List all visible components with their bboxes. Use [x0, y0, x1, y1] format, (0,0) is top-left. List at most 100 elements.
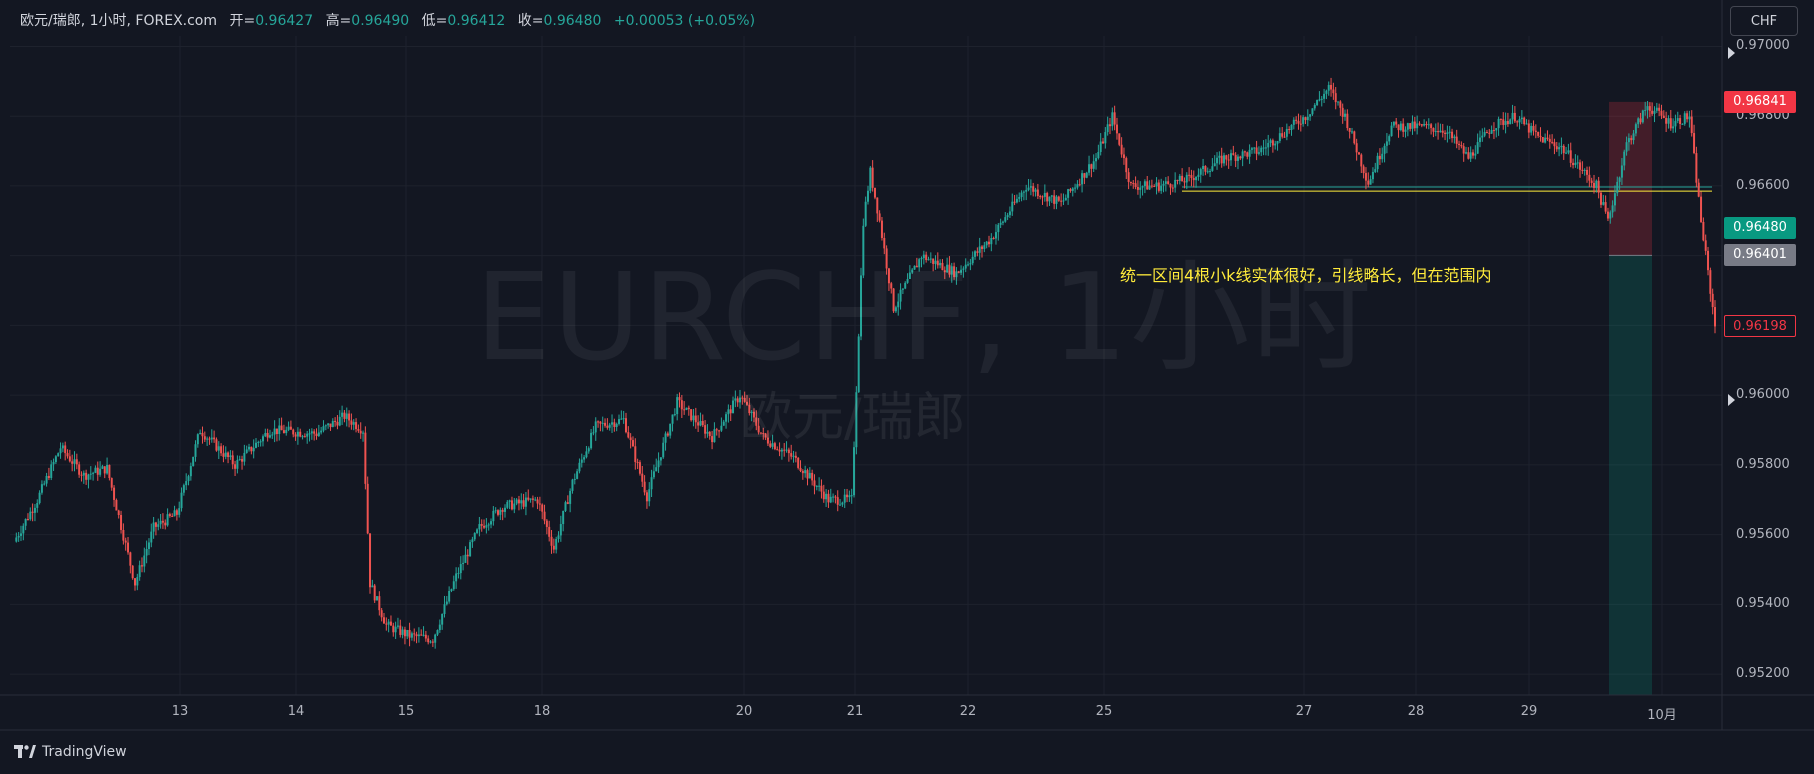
candle-body: [836, 497, 839, 505]
candle-body: [1355, 143, 1358, 153]
candle-body: [1171, 187, 1174, 189]
candle-body: [1218, 155, 1221, 158]
candle-body: [1672, 126, 1675, 129]
candle-body: [1490, 130, 1493, 134]
candle-body: [1029, 186, 1032, 188]
candle-body: [1174, 179, 1177, 188]
candle-body: [94, 467, 97, 473]
y-tick-label: 0.97000: [1736, 38, 1790, 54]
candle-body: [1227, 159, 1230, 161]
candle-body: [843, 494, 846, 503]
low-label: 低=: [421, 13, 448, 29]
candle-body: [799, 467, 802, 471]
candle-body: [697, 422, 700, 426]
candle-body: [224, 452, 227, 457]
candle-body: [1306, 116, 1309, 121]
candle-body: [636, 462, 639, 464]
candle-body: [566, 502, 569, 504]
candle-body: [1471, 152, 1474, 156]
candle-body: [550, 536, 553, 546]
candle-body: [1211, 166, 1214, 171]
candle-body: [1281, 133, 1284, 137]
candle-body: [287, 426, 290, 430]
candle-body: [904, 282, 907, 289]
candle-body: [967, 264, 970, 266]
candle-body: [455, 573, 458, 582]
high-value: 0.96490: [351, 13, 410, 29]
horizontal-lines[interactable]: [1182, 186, 1712, 192]
candle-body: [320, 430, 323, 433]
candle-body: [1690, 116, 1693, 134]
candle-body: [648, 489, 651, 502]
candle-body: [981, 246, 984, 249]
open-label: 开=: [229, 13, 256, 29]
candle-body: [490, 521, 493, 525]
candle-body: [1378, 155, 1381, 160]
candle-body: [541, 504, 544, 512]
candle-body: [1327, 84, 1330, 91]
candle-body: [1367, 180, 1370, 185]
candle-body: [943, 270, 946, 273]
candle-body: [650, 477, 653, 490]
candle-body: [1444, 132, 1447, 134]
position-tool[interactable]: [1609, 101, 1652, 695]
candle-body: [790, 453, 793, 457]
axis-arrow-icon: [1728, 394, 1735, 406]
candle-body: [729, 409, 732, 414]
candle-body: [1686, 113, 1689, 120]
candle-body: [17, 535, 20, 538]
candle-body: [1632, 133, 1635, 141]
candle-body: [336, 421, 339, 426]
text-annotation[interactable]: 统一区间4根小k线实体很好，引线略长，但在范围内: [1120, 266, 1492, 285]
y-tick-label: 0.95800: [1736, 456, 1790, 472]
candle-body: [303, 436, 306, 438]
candle-body: [227, 452, 230, 458]
candle-body: [78, 464, 81, 475]
candle-body: [273, 428, 276, 435]
candle-body: [1674, 120, 1677, 127]
candle-body: [1223, 155, 1226, 164]
candle-body: [1567, 150, 1570, 153]
candle-body: [469, 542, 472, 557]
candle-body: [576, 471, 579, 479]
candle-body: [234, 464, 237, 469]
candle-body: [106, 464, 109, 474]
x-tick-label: 13: [171, 704, 189, 719]
candle-body: [934, 260, 937, 264]
candle-body: [1483, 132, 1486, 136]
candle-body: [264, 432, 267, 437]
candle-body: [755, 417, 758, 426]
candle-body: [503, 507, 506, 512]
candle-body: [420, 634, 423, 636]
candle-body: [974, 251, 977, 257]
candle-body: [673, 414, 676, 416]
candle-body: [1590, 180, 1593, 183]
symbol-title[interactable]: 欧元/瑞郎, 1小时, FOREX.com: [20, 13, 218, 29]
candle-body: [278, 425, 281, 435]
candle-body: [687, 407, 690, 410]
candle-body: [969, 263, 972, 265]
candle-body: [308, 433, 311, 435]
candle-body: [713, 429, 716, 443]
candle-body: [555, 538, 558, 550]
candle-body: [631, 440, 634, 447]
candle-body: [476, 529, 479, 534]
candle-body: [1241, 151, 1244, 159]
candle-body: [1572, 162, 1575, 166]
candle-body: [1025, 189, 1028, 192]
candle-body: [1402, 123, 1405, 132]
candle-body: [124, 540, 127, 543]
currency-button[interactable]: CHF: [1730, 6, 1798, 36]
footer-brand[interactable]: TradingView: [14, 744, 127, 760]
candle-body: [268, 435, 271, 438]
candle-body: [1548, 138, 1551, 142]
candle-body: [1176, 179, 1179, 181]
candle-body: [990, 237, 993, 245]
candle-body: [392, 625, 395, 633]
candle-body: [213, 437, 216, 440]
price-tag: 0.96401: [1724, 244, 1796, 267]
candle-body: [1574, 162, 1577, 166]
candle-body: [1576, 162, 1579, 164]
candle-body: [134, 578, 137, 586]
